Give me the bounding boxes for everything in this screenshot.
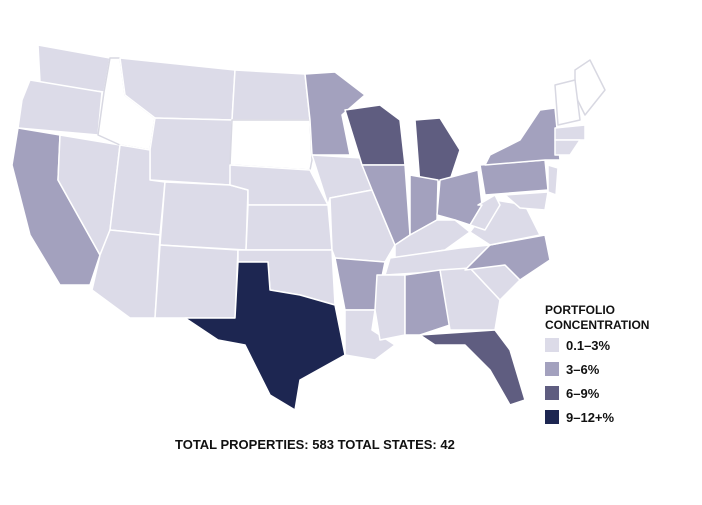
state: [159, 181, 249, 251]
state: [149, 117, 233, 186]
legend-swatch: [545, 386, 559, 400]
legend-title: PORTFOLIO CONCENTRATION: [545, 303, 650, 332]
total-states: TOTAL STATES: 42: [337, 437, 455, 452]
legend-swatch: [545, 338, 559, 352]
us-map: [11, 44, 606, 411]
state: [419, 329, 526, 406]
legend-item: 3–6%: [545, 357, 675, 381]
state: [404, 269, 451, 336]
state: [91, 229, 161, 319]
state: [229, 119, 313, 171]
state: [554, 124, 586, 141]
state: [554, 79, 581, 126]
state: [574, 59, 606, 116]
state: [231, 69, 311, 121]
state: [344, 104, 406, 166]
state: [439, 267, 501, 331]
state: [374, 274, 406, 341]
state: [304, 71, 366, 156]
legend-label: 9–12+%: [566, 409, 615, 425]
state: [554, 139, 581, 156]
state: [154, 244, 239, 319]
total-properties: TOTAL PROPERTIES: 583: [175, 437, 334, 452]
footer: TOTAL PROPERTIES: 583 TOTAL STATES: 42: [175, 437, 455, 452]
legend-swatch: [545, 362, 559, 376]
legend-label: 0.1–3%: [566, 337, 611, 353]
legend-label: 6–9%: [566, 385, 600, 401]
state: [504, 191, 549, 211]
state: [414, 117, 461, 186]
legend-label: 3–6%: [566, 361, 600, 377]
state: [184, 261, 346, 411]
legend-swatch: [545, 410, 559, 424]
legend: PORTFOLIO CONCENTRATION 0.1–3% 3–6% 6–9% 9–…: [545, 303, 675, 429]
state: [469, 194, 501, 231]
legend-items: 0.1–3% 3–6% 6–9% 9–12+%: [545, 333, 675, 429]
state: [547, 164, 559, 196]
legend-item: 0.1–3%: [545, 333, 675, 357]
legend-item: 6–9%: [545, 381, 675, 405]
state: [484, 107, 561, 166]
state: [245, 204, 333, 251]
state: [17, 79, 103, 136]
legend-item: 9–12+%: [545, 405, 675, 429]
